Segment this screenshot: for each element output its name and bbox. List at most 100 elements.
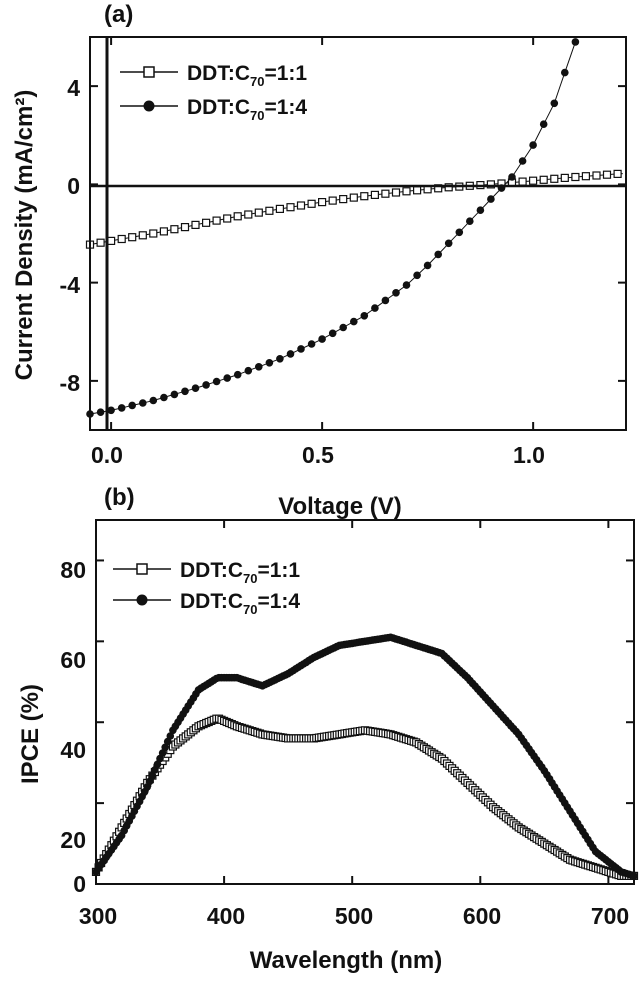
- a-series-2-point: [170, 390, 179, 399]
- a-series-2-point: [265, 359, 274, 367]
- a-series-2-point: [139, 399, 147, 407]
- a-series-1-point: [202, 218, 211, 227]
- a-series-1-point: [360, 192, 369, 201]
- b-legend-entry-1: DDT:C70=1:1: [113, 559, 300, 586]
- a-series-2-point: [160, 393, 168, 402]
- panel-b-legend: DDT:C70=1:1 DDT:C70=1:4: [113, 559, 300, 617]
- a-series-1-point: [244, 210, 253, 219]
- a-series-1-point: [370, 190, 379, 199]
- a-series-2-point: [233, 370, 242, 379]
- b-series-2-point: [148, 771, 157, 780]
- a-series-1-point: [254, 208, 263, 217]
- panel-a-yticklabels: 4 0 -4 -8: [60, 75, 81, 396]
- a-series-1-point: [96, 238, 105, 247]
- a-series-2-point: [413, 271, 421, 280]
- a-legend-sub-2: 70: [250, 108, 264, 123]
- a-series-2-point: [202, 381, 210, 389]
- a-series-2-point: [254, 363, 263, 371]
- a-series-2-point: [423, 261, 432, 270]
- a-series-2-point: [550, 99, 559, 108]
- a-series-1-point: [571, 172, 580, 182]
- a-ytick-label: -8: [60, 370, 81, 396]
- a-series-1-point: [128, 233, 137, 242]
- a-series-2-point: [518, 157, 527, 165]
- a-legend-label-2: DDT:C70=1:4: [187, 96, 307, 123]
- panel-a-ticks: [90, 37, 626, 430]
- a-ytick-label: 0: [67, 173, 80, 199]
- a-legend-prefix-2: DDT:C: [187, 96, 250, 119]
- a-series-1-point: [402, 187, 411, 196]
- a-series-1-point: [349, 193, 358, 202]
- a-series-1-point: [539, 175, 548, 184]
- a-series-1-point: [528, 176, 538, 185]
- panel-b-series-group: [91, 633, 639, 881]
- a-xtick-label: 0.0: [91, 442, 123, 468]
- panel-b-plot-frame: [95, 519, 635, 885]
- a-series-2-point: [244, 366, 253, 375]
- a-series-2-point: [149, 396, 158, 405]
- a-series-1-point: [149, 229, 158, 238]
- a-series-2-point: [571, 38, 580, 46]
- a-series-2-point: [392, 289, 400, 297]
- a-legend-marker-2: [143, 100, 155, 112]
- a-series-1-point: [339, 195, 348, 204]
- a-series-2-point: [487, 195, 495, 203]
- a-legend-label-1: DDT:C70=1:1: [187, 62, 307, 89]
- a-series-1-point: [191, 220, 200, 229]
- panel-a-jv-plot: (a) 4 0 -4 -8 0.0 0.5 1.0 Voltage (V) Cu…: [11, 1, 627, 520]
- a-series-1-point: [328, 196, 337, 205]
- a-series-1-point: [486, 180, 495, 189]
- a-series-1-point: [106, 236, 116, 245]
- a-series-2-point: [455, 228, 464, 237]
- b-xtick-label: 300: [79, 903, 117, 929]
- a-series-2-point: [117, 404, 126, 412]
- a-series-2-point: [223, 374, 231, 382]
- a-series-2-point: [276, 355, 284, 363]
- a-series-1-point: [212, 216, 221, 225]
- b-ytick-label: 60: [60, 647, 86, 673]
- b-legend-sub-2: 70: [243, 602, 257, 617]
- a-series-1-point: [233, 212, 242, 221]
- panel-b-ticks: [95, 520, 634, 885]
- a-series-1-point: [117, 234, 126, 244]
- a-series-1-point: [170, 225, 179, 234]
- a-series-1-point: [307, 199, 316, 208]
- b-series-2-point: [161, 743, 169, 752]
- panel-a-plot-frame: [89, 36, 627, 431]
- b-series-2-point: [146, 777, 154, 786]
- a-series-1-point: [518, 177, 527, 186]
- a-legend-marker-1: [143, 66, 155, 78]
- b-xtick-label: 500: [335, 903, 373, 929]
- a-series-1-point: [223, 214, 232, 223]
- a-series-1-point: [265, 206, 274, 215]
- a-series-2-point: [539, 120, 548, 128]
- a-ytick-label: -4: [60, 272, 81, 298]
- b-legend-marker-1: [136, 563, 148, 575]
- b-xtick-label: 700: [591, 903, 629, 929]
- a-legend-suffix-2: =1:4: [264, 96, 307, 119]
- a-xtick-label: 0.5: [302, 442, 334, 468]
- b-legend-sub-1: 70: [243, 571, 257, 586]
- a-series-1-point: [550, 174, 559, 183]
- a-series-2-point: [529, 141, 537, 149]
- a-legend-suffix-1: =1:1: [264, 62, 307, 85]
- b-legend-prefix-1: DDT:C: [180, 559, 243, 582]
- a-series-2-point: [318, 335, 326, 343]
- a-series-2-point: [181, 387, 189, 396]
- a-series-2-point: [297, 345, 305, 353]
- a-series-2-point: [328, 329, 337, 338]
- a-series-1-point: [413, 186, 422, 195]
- b-legend-suffix-2: =1:4: [257, 590, 300, 613]
- panel-b-ipce-plot: (b) 80 60 40 20 0 300 400 500 600 700 Wa…: [17, 484, 639, 974]
- a-series-2-point: [402, 281, 411, 289]
- a-series-1-line: [89, 173, 623, 246]
- a-series-1-point: [391, 188, 401, 197]
- a-series-2-point: [371, 304, 379, 312]
- b-series-2-line: [95, 636, 635, 877]
- a-legend-entry-1: DDT:C70=1:1: [120, 62, 307, 89]
- a-series-2-point: [96, 408, 105, 417]
- a-series-1-point: [560, 173, 569, 182]
- a-ytick-label: 4: [67, 75, 80, 101]
- a-legend-sub-1: 70: [250, 74, 264, 89]
- b-series-2-point: [166, 732, 175, 740]
